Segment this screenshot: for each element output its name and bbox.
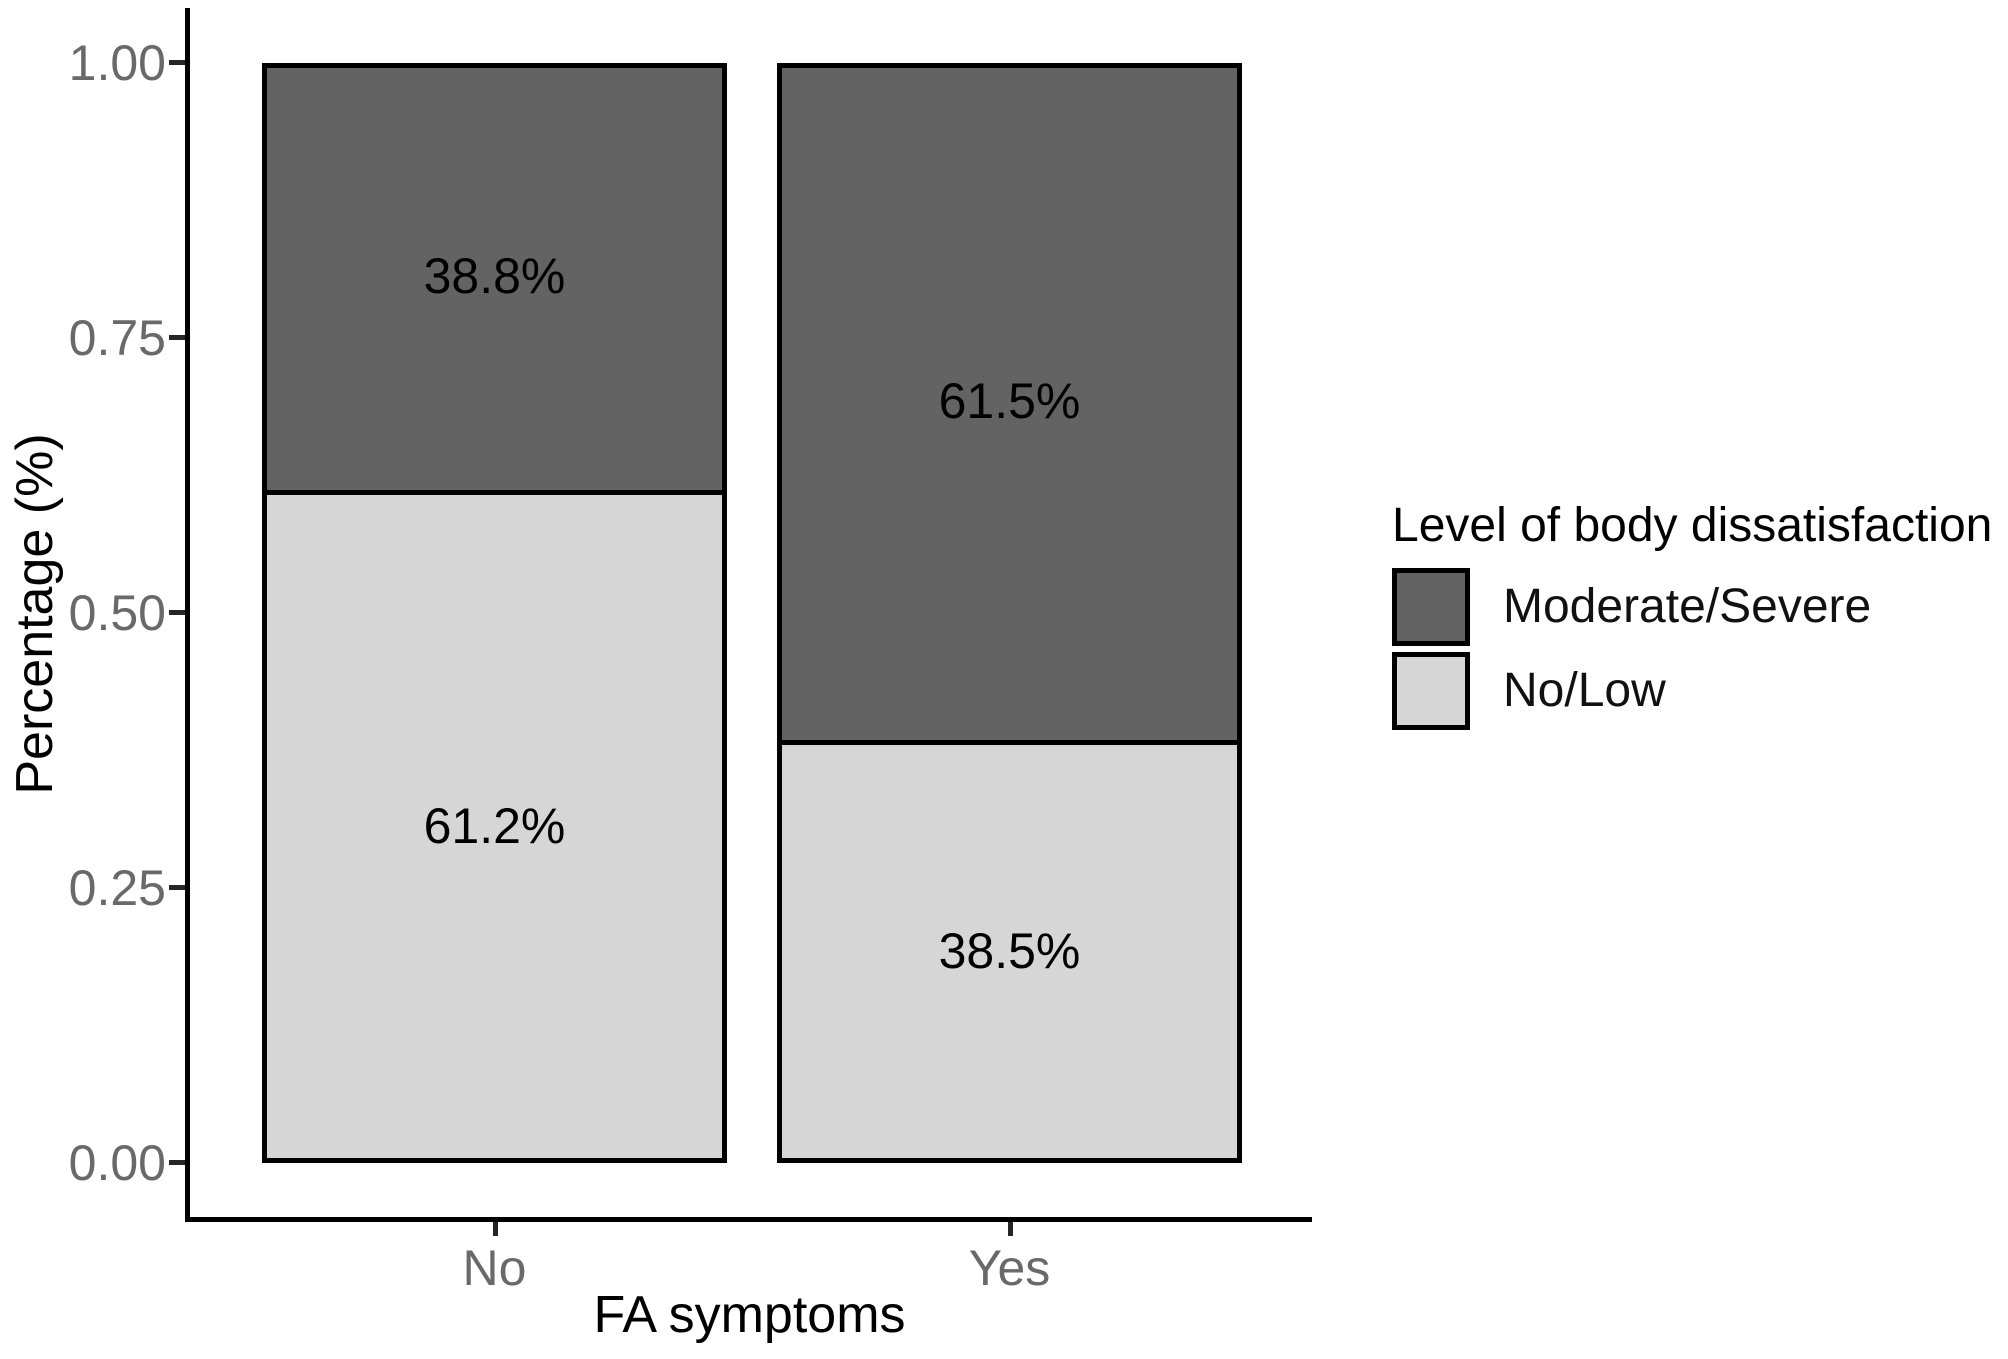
bar-value-label: 61.5% (938, 373, 1081, 430)
legend: Level of body dissatisfaction Moderate/S… (1392, 496, 2008, 736)
legend-entry-label: No/Low (1503, 664, 1666, 717)
x-axis-line (185, 1217, 1312, 1222)
x-tick-mark (492, 1222, 498, 1236)
x-tick-label: Yes (968, 1240, 1051, 1296)
legend-entry-label: Moderate/Severe (1503, 580, 1872, 633)
y-tick-label: 0.75 (68, 310, 166, 366)
bar-value-label: 38.8% (423, 248, 566, 305)
y-axis-line (185, 8, 190, 1222)
x-axis-title: FA symptoms (593, 1286, 906, 1344)
bar-segment (777, 739, 1242, 1163)
y-tick-mark (169, 610, 185, 615)
y-tick-mark (169, 885, 185, 890)
x-tick-label: No (462, 1240, 527, 1296)
y-tick-mark (169, 335, 185, 340)
bar-value-label: 38.5% (938, 923, 1081, 980)
y-tick-mark (169, 60, 185, 65)
legend-entries: Moderate/Severe No/Low (1392, 568, 2008, 730)
y-tick-label: 1.00 (68, 35, 166, 91)
y-tick-mark (169, 1160, 185, 1165)
bar-value-label: 61.2% (423, 798, 566, 855)
legend-key-swatch (1392, 568, 1470, 646)
y-tick-label: 0.50 (68, 585, 166, 641)
y-tick-label: 0.00 (68, 1135, 166, 1191)
legend-title: Level of body dissatisfaction (1392, 499, 1993, 552)
y-axis-title: Percentage (%) (6, 433, 64, 795)
bar-segment (262, 489, 727, 1163)
legend-entry: No/Low (1392, 652, 2008, 730)
y-tick-label: 0.25 (68, 860, 166, 916)
x-tick-mark (1007, 1222, 1013, 1236)
bar-segment (262, 63, 727, 490)
legend-entry: Moderate/Severe (1392, 568, 2008, 646)
bar-segment (777, 63, 1242, 740)
legend-key-swatch (1392, 652, 1470, 730)
